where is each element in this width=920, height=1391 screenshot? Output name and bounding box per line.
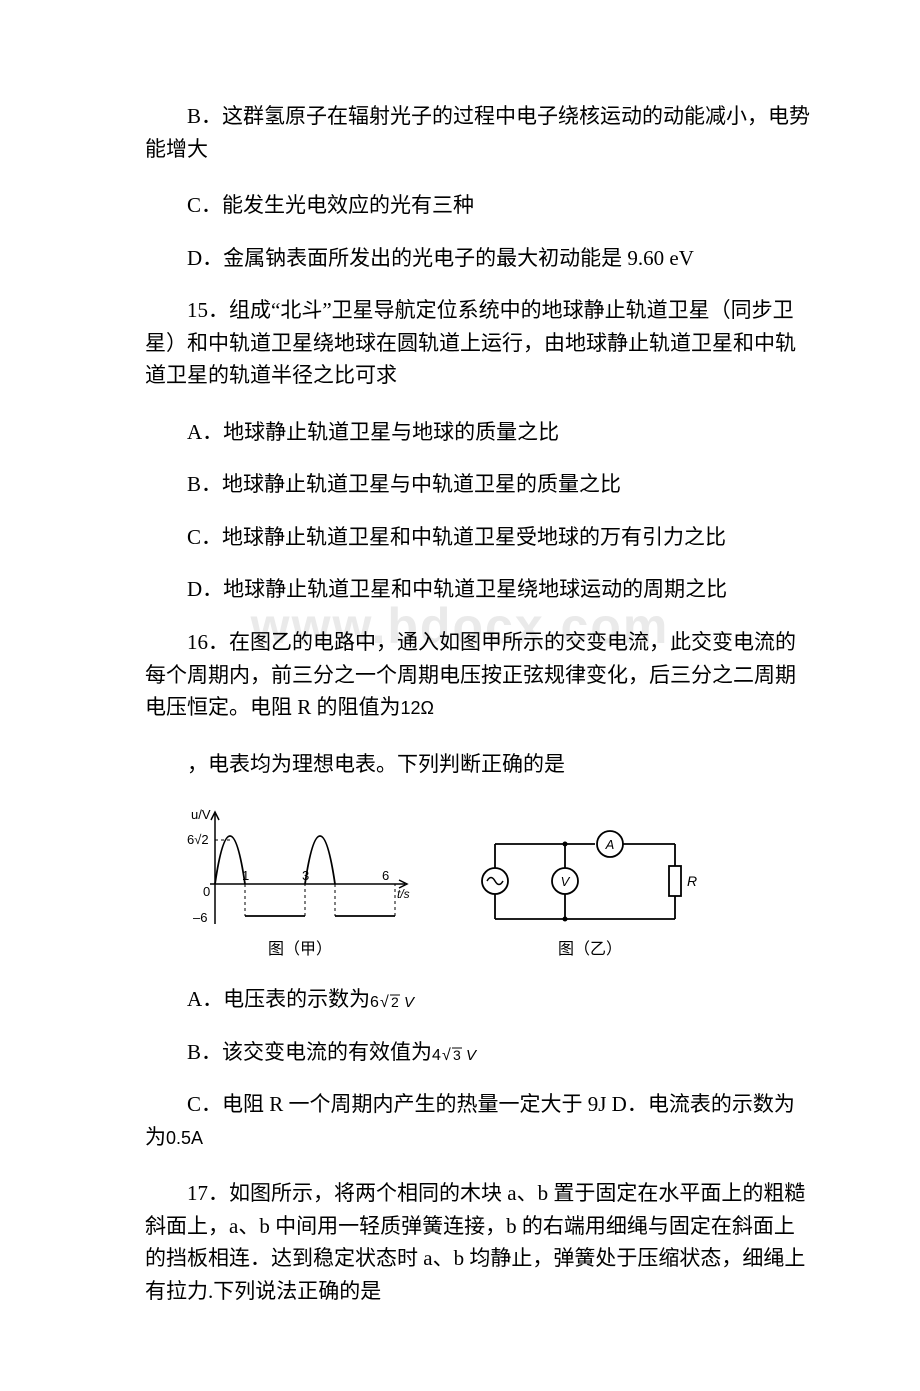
math-6root2V: 6√2V <box>370 989 422 1013</box>
waveform-chart: u/V 6√2 0 –6 <box>185 804 415 934</box>
math-4root3V: 4√3V <box>432 1042 484 1066</box>
q16-figure-row: u/V 6√2 0 –6 <box>185 804 810 963</box>
q16-option-a: A．电压表的示数为6√2V <box>145 983 810 1016</box>
q16-optB-prefix: B．该交变电流的有效值为 <box>187 1040 432 1064</box>
q15-option-d: D．地球静止轨道卫星和中轨道卫星绕地球运动的周期之比 <box>145 573 810 606</box>
svg-text:6√2: 6√2 <box>187 832 209 847</box>
q15-option-c: C．地球静止轨道卫星和中轨道卫星受地球的万有引力之比 <box>145 521 810 554</box>
svg-text:√: √ <box>380 994 389 1011</box>
q16-figure-a: u/V 6√2 0 –6 <box>185 804 415 963</box>
svg-text:R: R <box>687 873 697 889</box>
svg-text:V: V <box>404 994 416 1011</box>
svg-text:A: A <box>605 837 615 852</box>
svg-text:3: 3 <box>453 1047 461 1063</box>
svg-text:3: 3 <box>302 868 309 883</box>
svg-text:t/s: t/s <box>397 887 410 901</box>
svg-text:V: V <box>466 1047 478 1064</box>
q17-stem: 17．如图所示，将两个相同的木块 a、b 置于固定在水平面上的粗糙斜面上，a、b… <box>145 1177 810 1307</box>
q16-optC-text: C．电阻 R 一个周期内产生的热量一定大于 9J D．电流表的示数为 <box>187 1092 795 1116</box>
fig-b-caption: 图（乙） <box>558 938 622 963</box>
svg-text:0: 0 <box>203 884 210 899</box>
q16-figure-b: A R V <box>475 824 705 963</box>
q16-optA-prefix: A．电压表的示数为 <box>187 987 370 1011</box>
q16-optC-tail: 0.5A <box>166 1128 203 1148</box>
q15-option-a: A．地球静止轨道卫星与地球的质量之比 <box>145 416 810 449</box>
svg-text:2: 2 <box>391 994 399 1010</box>
q16-stem-part2: ，电表均为理想电表。下列判断正确的是 <box>145 748 810 781</box>
circuit-diagram: A R V <box>475 824 705 934</box>
q15-stem: 15．组成“北斗”卫星导航定位系统中的地球静止轨道卫星（同步卫星）和中轨道卫星绕… <box>145 294 810 392</box>
svg-text:6: 6 <box>370 994 379 1011</box>
svg-text:–6: –6 <box>193 910 207 925</box>
q16-option-b: B．该交变电流的有效值为4√3V <box>145 1036 810 1069</box>
q14-option-c: C．能发生光电效应的光有三种 <box>145 189 810 222</box>
fig-a-caption: 图（甲） <box>268 938 332 963</box>
svg-text:√: √ <box>442 1047 451 1064</box>
svg-text:u/V: u/V <box>191 807 211 822</box>
q16-r-value: 12Ω <box>401 698 434 718</box>
q16-stem-text1: 16．在图乙的电路中，通入如图甲所示的交变电流，此交变电流的每个周期内，前三分之… <box>145 630 796 719</box>
svg-text:1: 1 <box>242 868 249 883</box>
svg-text:V: V <box>561 874 571 889</box>
q16-option-cd: C．电阻 R 一个周期内产生的热量一定大于 9J D．电流表的示数为为0.5A <box>145 1088 810 1153</box>
q15-option-b: B．地球静止轨道卫星与中轨道卫星的质量之比 <box>145 468 810 501</box>
svg-text:4: 4 <box>432 1047 441 1064</box>
svg-text:6: 6 <box>382 868 389 883</box>
q14-option-b: B．这群氢原子在辐射光子的过程中电子绕核运动的动能减小，电势能增大 <box>145 100 810 165</box>
q16-stem-part1: 16．在图乙的电路中，通入如图甲所示的交变电流，此交变电流的每个周期内，前三分之… <box>145 626 810 724</box>
q14-option-d: D．金属钠表面所发出的光电子的最大初动能是 9.60 eV <box>145 242 810 275</box>
